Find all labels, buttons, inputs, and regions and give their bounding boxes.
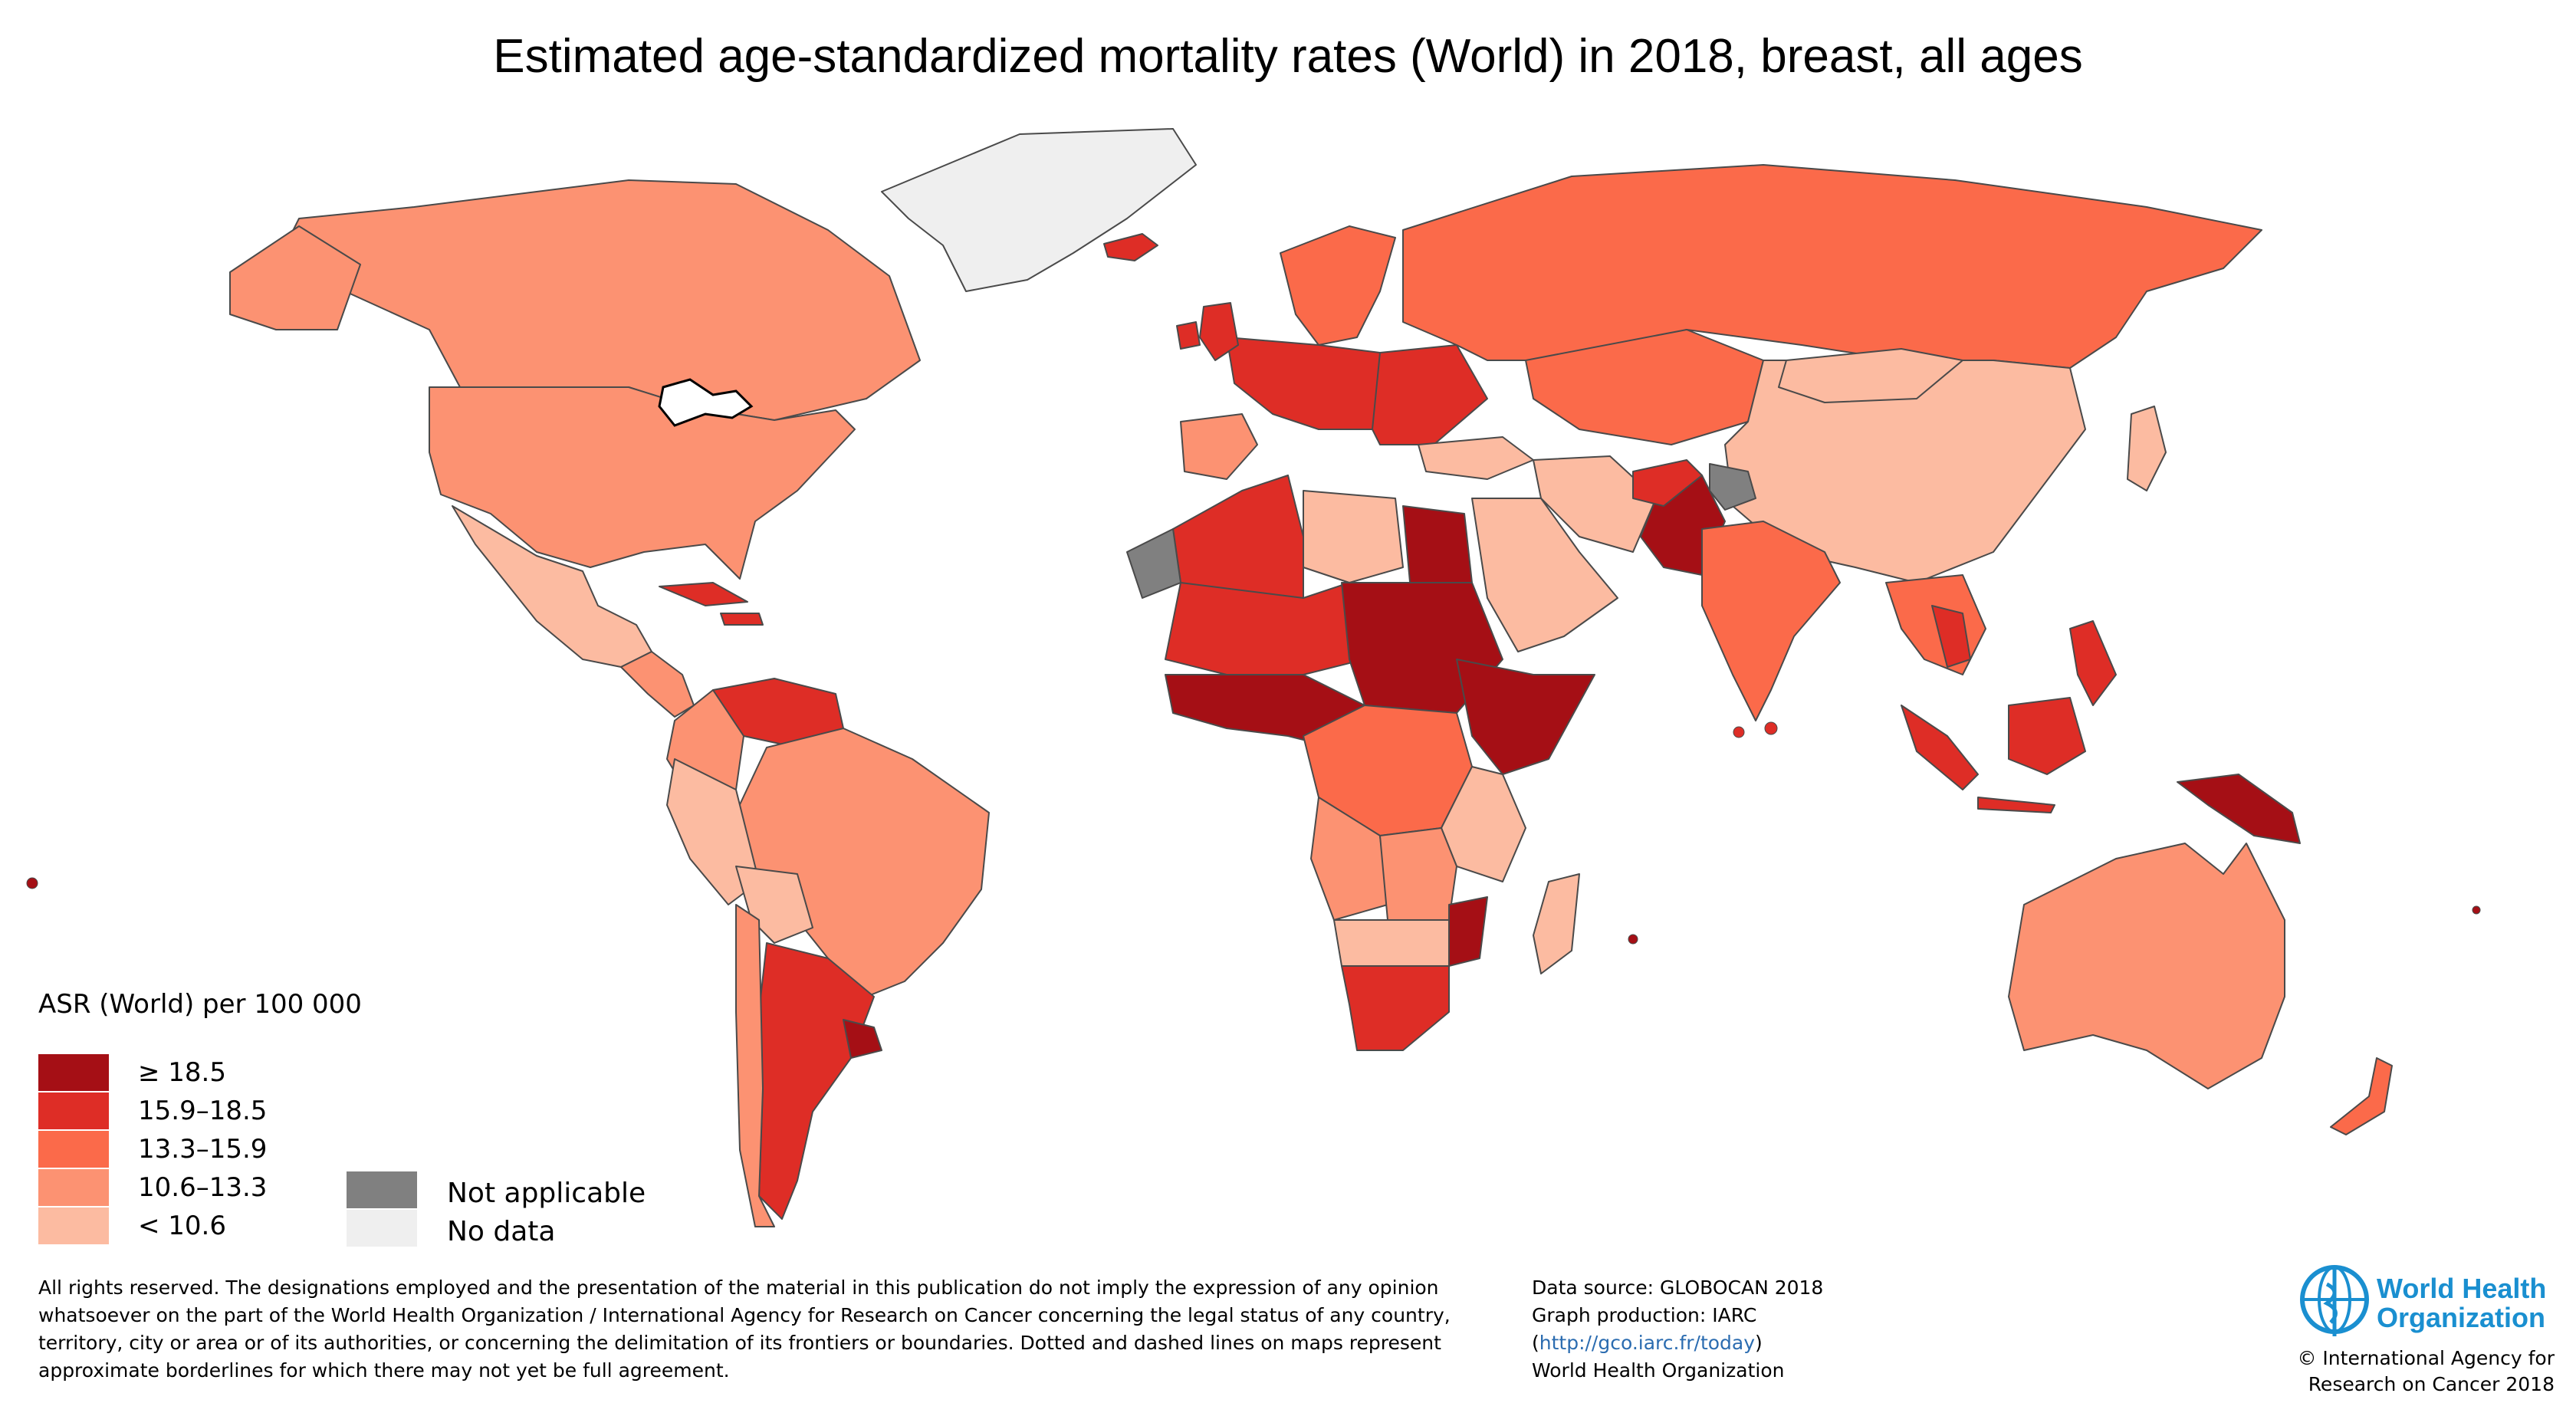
who-logo-line-2: Organization [2377, 1302, 2546, 1333]
region-argentina[interactable] [758, 942, 875, 1220]
region-chile[interactable] [735, 904, 775, 1227]
legend-swatch-bin-1 [38, 1054, 109, 1091]
region-southern-africa-mid[interactable] [1379, 827, 1457, 921]
island-hawaii[interactable] [26, 877, 38, 889]
region-philippines[interactable] [2069, 620, 2117, 706]
region-namibia-botswana[interactable] [1333, 919, 1450, 967]
legend-title: ASR (World) per 100 000 [38, 989, 362, 1020]
legend-label-no-data: No data [447, 1216, 556, 1247]
legend-label-bin-3: 13.3–15.9 [138, 1134, 268, 1165]
region-india[interactable] [1701, 521, 1841, 721]
who-logo-text: World Health Organization [2377, 1274, 2546, 1332]
island-reunion[interactable] [1733, 726, 1745, 738]
who-logo-line-1: World Health [2377, 1273, 2547, 1304]
region-western-sahara[interactable] [1126, 528, 1181, 599]
region-greenland[interactable] [881, 128, 1197, 292]
region-china[interactable] [1724, 360, 2086, 583]
region-new-guinea[interactable] [2177, 774, 2301, 844]
region-arabia[interactable] [1471, 498, 1618, 652]
legend-swatch-bin-2 [38, 1092, 109, 1129]
data-source-line: Data source: GLOBOCAN 2018 [1532, 1276, 1824, 1299]
region-kazakhstan[interactable] [1525, 329, 1764, 445]
region-borneo[interactable] [2008, 697, 2086, 775]
region-eastern-europe[interactable] [1372, 344, 1488, 445]
region-hispaniola[interactable] [720, 613, 764, 626]
region-vietnam[interactable] [1931, 605, 1971, 668]
data-source-block: Data source: GLOBOCAN 2018 Graph product… [1532, 1274, 1900, 1385]
region-afghanistan[interactable] [1632, 459, 1703, 507]
legend-swatch-not-applicable [347, 1171, 417, 1208]
region-egypt[interactable] [1402, 505, 1473, 591]
legend-label-bin-4: 10.6–13.3 [138, 1172, 268, 1203]
great-lakes [658, 378, 754, 427]
region-mozambique[interactable] [1448, 896, 1488, 967]
region-turkey[interactable] [1418, 436, 1534, 480]
region-australia[interactable] [2008, 843, 2285, 1089]
graph-production-line: Graph production: IARC [1532, 1304, 1757, 1326]
region-japan[interactable] [2127, 406, 2167, 491]
source-link[interactable]: http://gco.iarc.fr/today [1539, 1332, 1756, 1354]
legend-swatch-no-data [347, 1210, 417, 1247]
who-emblem-icon [2300, 1265, 2369, 1336]
legend-swatch-bin-3 [38, 1131, 109, 1168]
island-fiji[interactable] [2472, 905, 2481, 915]
region-libya[interactable] [1303, 490, 1404, 583]
map-title: Estimated age-standardized mortality rat… [493, 30, 2083, 83]
region-alaska[interactable] [229, 225, 361, 330]
region-scandinavia[interactable] [1280, 225, 1396, 346]
region-iberia[interactable] [1180, 413, 1258, 480]
region-madagascar[interactable] [1533, 873, 1580, 974]
legend-label-not-applicable: Not applicable [447, 1178, 646, 1209]
region-uk[interactable] [1199, 302, 1239, 361]
legend-label-bin-1: ≥ 18.5 [138, 1057, 226, 1088]
copyright-block: © International Agency for Research on C… [2269, 1346, 2555, 1398]
region-ireland[interactable] [1176, 321, 1201, 350]
legend-swatch-bin-4 [38, 1169, 109, 1206]
disclaimer-text: All rights reserved. The designations em… [38, 1276, 1451, 1382]
region-central-america[interactable] [620, 651, 695, 718]
region-mongolia[interactable] [1778, 348, 1963, 403]
who-line: World Health Organization [1532, 1359, 1785, 1382]
region-canada[interactable] [275, 179, 921, 421]
legend-label-bin-5: < 10.6 [138, 1211, 226, 1241]
region-iceland[interactable] [1103, 233, 1158, 261]
region-usa[interactable] [429, 386, 856, 580]
source-link-line: (http://gco.iarc.fr/today) [1532, 1332, 1763, 1354]
region-uruguay[interactable] [843, 1019, 882, 1059]
legend-label-bin-2: 15.9–18.5 [138, 1096, 268, 1126]
copyright-line-2: Research on Cancer 2018 [2308, 1373, 2555, 1395]
region-angola[interactable] [1310, 797, 1388, 921]
region-java[interactable] [1977, 797, 2055, 813]
island-sri-lanka[interactable] [1764, 721, 1778, 735]
region-cuba[interactable] [659, 582, 748, 606]
legend-swatch-bin-5 [38, 1208, 109, 1244]
region-south-africa[interactable] [1341, 965, 1450, 1051]
region-russia[interactable] [1402, 164, 2262, 369]
region-sumatra[interactable] [1901, 705, 1979, 790]
region-new-zealand[interactable] [2330, 1057, 2393, 1135]
copyright-line-1: © International Agency for [2297, 1347, 2555, 1369]
island-mauritius[interactable] [1628, 934, 1638, 945]
region-kashmir[interactable] [1709, 463, 1756, 511]
region-horn-of-africa[interactable] [1456, 659, 1595, 775]
